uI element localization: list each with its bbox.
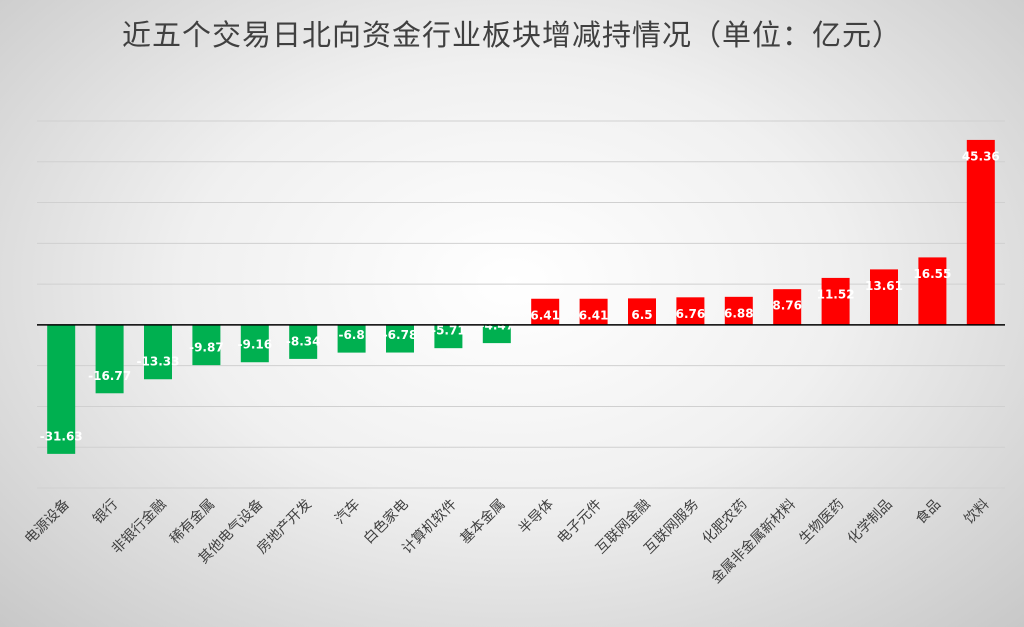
value-label: 8.76	[772, 299, 802, 313]
value-label: -6.78	[383, 328, 418, 342]
value-label: 6.76	[676, 307, 706, 321]
bar	[918, 257, 947, 325]
x-tick-label: 电源设备	[21, 496, 73, 548]
bar	[870, 269, 898, 325]
bar	[531, 298, 560, 325]
x-tick-label: 化肥农药	[700, 496, 751, 547]
bar	[482, 324, 511, 344]
x-tick-label: 汽车	[331, 496, 363, 528]
value-label: -6.8	[338, 328, 364, 342]
bar	[724, 296, 753, 325]
bar	[289, 324, 318, 359]
value-label: 11.52	[817, 287, 855, 301]
bar	[240, 324, 269, 363]
value-label: 13.61	[865, 279, 903, 293]
bar	[628, 298, 656, 325]
value-label: 6.5	[631, 308, 652, 322]
bar	[579, 298, 608, 325]
value-label: 6.88	[724, 306, 754, 320]
value-label: -31.63	[40, 429, 83, 443]
x-tick-label: 白色家电	[360, 496, 412, 548]
bar	[192, 324, 221, 366]
value-label: -16.77	[88, 369, 131, 383]
x-tick-label: 饮料	[961, 496, 992, 527]
bar	[337, 324, 366, 353]
x-tick-label: 银行	[90, 496, 121, 527]
value-label: -8.34	[286, 334, 321, 348]
x-tick-label: 金属非金属新材料	[708, 496, 799, 587]
value-label: -9.87	[189, 341, 224, 355]
bar	[47, 324, 76, 454]
x-tick-label: 生物医药	[796, 496, 847, 547]
x-tick-label: 电子元件	[554, 496, 605, 547]
value-label: -13.33	[137, 355, 180, 369]
x-tick-label: 食品	[912, 496, 944, 528]
bar	[773, 289, 802, 325]
value-label: -5.71	[431, 324, 466, 338]
value-label: 6.41	[579, 308, 609, 322]
bar	[676, 297, 705, 325]
bar	[95, 324, 124, 394]
x-tick-label: 化学制品	[845, 496, 896, 547]
bar	[966, 139, 995, 325]
x-tick-label: 基本金属	[457, 496, 509, 548]
x-tick-label: 稀有金属	[167, 496, 218, 547]
bar	[386, 324, 414, 353]
value-label: 6.41	[530, 308, 560, 322]
bar	[144, 324, 172, 380]
chart-title: 近五个交易日北向资金行业板块增减持情况（单位：亿元）	[121, 18, 902, 52]
value-label: -9.16	[238, 338, 273, 352]
bar	[821, 277, 850, 325]
value-label: 45.36	[962, 149, 1000, 163]
x-tick-label: 半导体	[516, 496, 557, 537]
bar	[434, 324, 463, 349]
value-label: 16.55	[913, 267, 951, 281]
